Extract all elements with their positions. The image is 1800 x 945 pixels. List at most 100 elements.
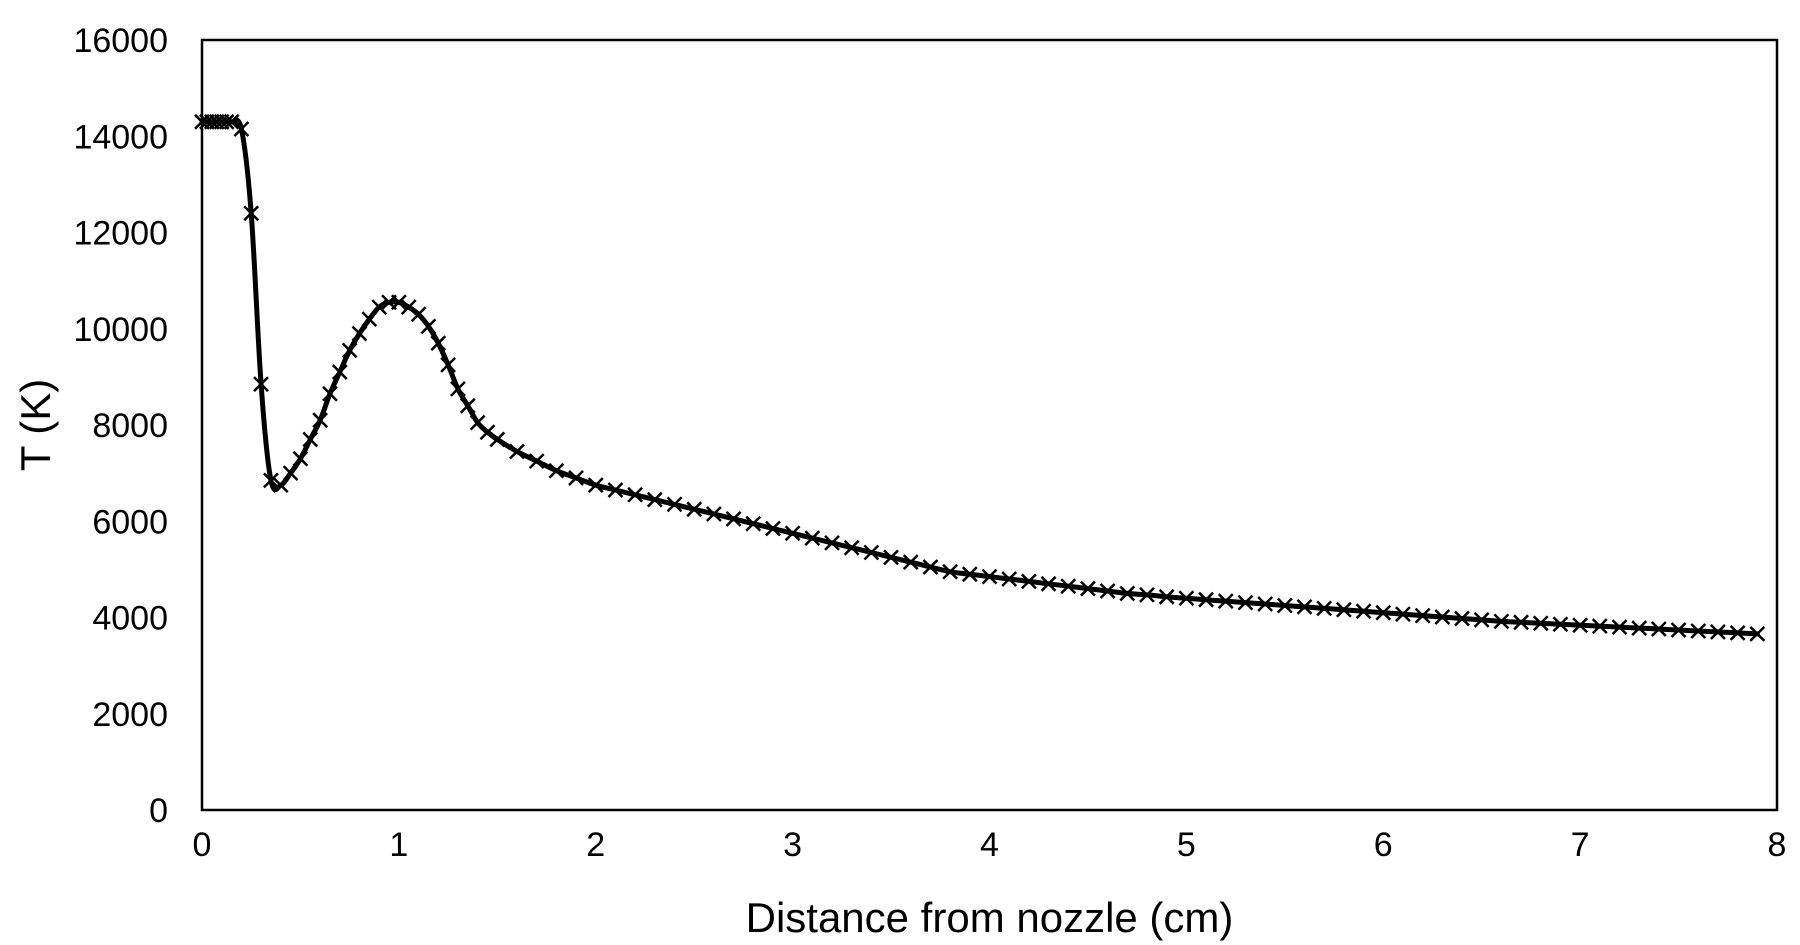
y-tick-label: 16000 xyxy=(73,22,168,60)
data-point-marker xyxy=(528,453,545,469)
data-point-marker xyxy=(292,450,309,467)
data-point-marker xyxy=(243,205,260,222)
data-point-marker xyxy=(1099,583,1116,599)
series-markers xyxy=(194,113,1766,642)
data-point-marker xyxy=(341,342,358,359)
data-point-marker xyxy=(705,506,722,522)
data-point-marker xyxy=(1473,612,1490,628)
x-tick-label: 7 xyxy=(1571,826,1590,864)
data-point-marker xyxy=(863,544,880,561)
data-point-marker xyxy=(1690,623,1707,639)
y-axis-title: T (K) xyxy=(12,379,59,472)
data-point-marker xyxy=(1158,588,1175,605)
x-tick-label: 3 xyxy=(783,826,802,864)
y-tick-label: 8000 xyxy=(92,407,168,445)
data-point-marker xyxy=(263,472,279,489)
data-point-marker xyxy=(479,424,496,441)
data-point-marker xyxy=(371,299,388,315)
data-point-marker xyxy=(607,482,624,498)
data-point-marker xyxy=(1198,591,1214,608)
x-tick-label: 1 xyxy=(389,826,408,864)
x-axis-tick-labels: 0 1 2 3 4 5 6 7 8 xyxy=(193,826,1787,864)
x-tick-label: 5 xyxy=(1177,826,1196,864)
data-point-marker xyxy=(1572,617,1589,634)
data-point-marker xyxy=(646,491,663,508)
data-point-marker xyxy=(420,318,437,335)
data-point-marker xyxy=(390,294,407,311)
data-point-marker xyxy=(902,554,919,571)
data-point-marker xyxy=(942,563,959,580)
data-point-marker xyxy=(587,477,604,494)
data-point-marker xyxy=(331,364,348,380)
data-point-marker xyxy=(1217,593,1234,610)
data-point-marker xyxy=(430,335,447,352)
x-tick-label: 8 xyxy=(1768,826,1787,864)
data-point-marker xyxy=(1729,625,1746,641)
data-point-marker xyxy=(1434,609,1451,625)
data-point-marker xyxy=(272,477,289,494)
data-point-marker xyxy=(1454,610,1470,627)
data-point-marker xyxy=(440,356,456,373)
data-point-marker xyxy=(410,306,427,323)
data-point-marker xyxy=(1631,620,1648,636)
data-point-marker xyxy=(489,431,506,448)
y-tick-label: 0 xyxy=(149,792,168,830)
data-point-marker xyxy=(1020,573,1037,590)
y-tick-label: 12000 xyxy=(73,215,168,253)
data-point-marker xyxy=(322,385,338,402)
data-point-marker xyxy=(1552,616,1569,633)
data-point-marker xyxy=(1257,596,1274,612)
data-point-marker xyxy=(282,465,299,482)
data-point-marker xyxy=(1493,613,1510,630)
x-axis-title: Distance from nozzle (cm) xyxy=(746,894,1234,941)
x-tick-label: 6 xyxy=(1374,826,1393,864)
data-point-marker xyxy=(1355,603,1372,620)
y-tick-label: 10000 xyxy=(73,311,168,349)
data-point-marker xyxy=(883,549,899,566)
data-point-marker xyxy=(666,496,683,513)
data-point-marker xyxy=(568,470,584,486)
data-point-marker xyxy=(1060,578,1077,595)
data-point-marker xyxy=(312,412,329,429)
data-point-marker xyxy=(745,515,762,532)
y-tick-label: 14000 xyxy=(73,118,168,156)
data-point-marker xyxy=(824,535,840,551)
data-point-marker xyxy=(1375,604,1392,621)
data-point-marker xyxy=(1080,580,1096,597)
x-tick-label: 0 xyxy=(193,826,212,864)
data-point-marker xyxy=(1749,625,1766,642)
data-point-marker xyxy=(548,462,565,479)
data-point-marker xyxy=(686,501,703,518)
data-point-marker xyxy=(233,121,250,137)
data-point-marker xyxy=(922,559,939,575)
data-point-marker xyxy=(843,539,860,556)
data-point-marker xyxy=(1670,622,1687,638)
data-point-marker xyxy=(1139,586,1155,603)
data-point-marker xyxy=(361,311,378,328)
data-point-marker xyxy=(765,520,781,537)
data-point-marker xyxy=(961,566,978,583)
data-point-marker xyxy=(1335,601,1352,618)
data-point-marker xyxy=(509,443,525,460)
data-point-marker xyxy=(1395,606,1411,623)
y-axis-tick-labels: 0 2000 4000 6000 8000 10000 12000 14000 16000 xyxy=(73,22,168,830)
data-point-marker xyxy=(784,525,801,542)
data-point-marker xyxy=(1513,614,1529,631)
data-point-marker xyxy=(1591,618,1608,635)
data-point-marker xyxy=(223,113,240,130)
data-point-marker xyxy=(1532,615,1549,632)
data-point-marker xyxy=(725,510,742,527)
data-point-marker xyxy=(1710,624,1726,640)
data-point-marker xyxy=(351,325,368,342)
data-point-marker xyxy=(1414,607,1431,624)
data-point-marker xyxy=(1650,621,1667,637)
data-point-marker xyxy=(627,486,644,503)
data-point-marker xyxy=(981,568,998,585)
data-point-marker xyxy=(1316,600,1333,617)
data-point-marker xyxy=(1178,590,1195,607)
x-tick-label: 4 xyxy=(980,826,999,864)
data-point-marker xyxy=(804,530,821,546)
data-point-marker xyxy=(1237,594,1254,611)
y-tick-label: 6000 xyxy=(92,503,168,541)
